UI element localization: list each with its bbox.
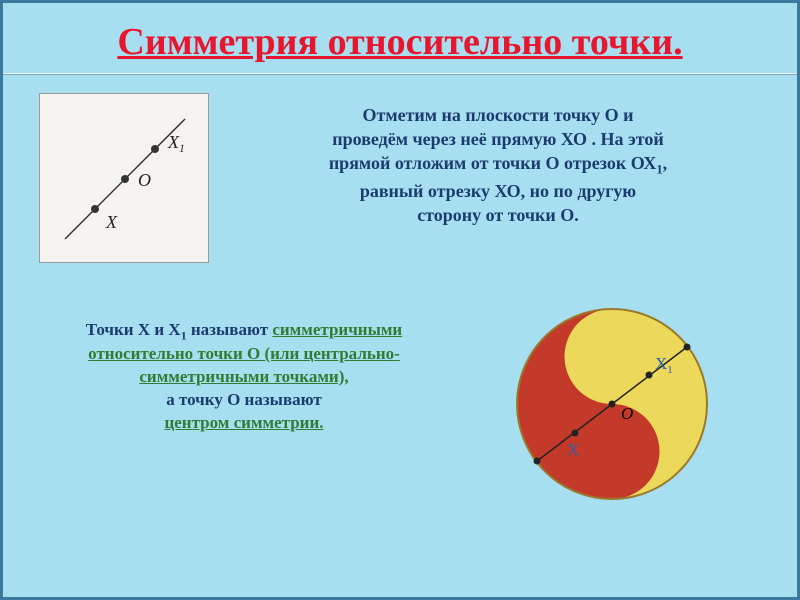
text-fragment: Точки Х и Х [86,320,181,339]
slide-title: Симметрия относительно точки. [3,3,797,65]
point [646,371,653,378]
figure-yinyang: XOX1 [507,299,717,509]
text-tail: , [663,153,668,173]
point [91,205,99,213]
text-line: проведём через неё прямую ХО . На этой [332,129,663,149]
point [609,400,616,407]
figure-line-symmetry: X O X1 [39,93,209,263]
definition-paragraph: Отметим на плоскости точку О и проведём … [233,103,763,228]
slide: Симметрия относительно точки. X O X1 Отмет… [0,0,800,600]
text-line: прямой отложим от точки О отрезок ОХ [329,153,657,173]
text-line: Отметим на плоскости точку О и [362,105,633,125]
text-fragment: а точку О называют [166,390,322,409]
text-fragment: называют [187,320,273,339]
point [151,145,159,153]
text-line: равный отрезку ХО, но по другую [360,181,636,201]
yinyang-svg: XOX1 [507,299,717,509]
point-label: X [567,440,579,459]
summary-paragraph: Точки Х и Х1 называют симметричными отно… [39,319,449,435]
point [684,343,691,350]
point [572,429,579,436]
point-label: O [138,170,151,190]
point-label: O [621,404,633,423]
point [121,175,129,183]
point-label: X1 [167,132,185,155]
text-line: сторону от точки О. [417,205,579,225]
point [534,457,541,464]
term-link: центром симметрии. [164,413,323,432]
point-label: X [105,212,118,232]
line-symmetry-svg: X O X1 [40,94,210,264]
content-area: X O X1 Отметим на плоскости точку О и пров… [3,75,797,535]
